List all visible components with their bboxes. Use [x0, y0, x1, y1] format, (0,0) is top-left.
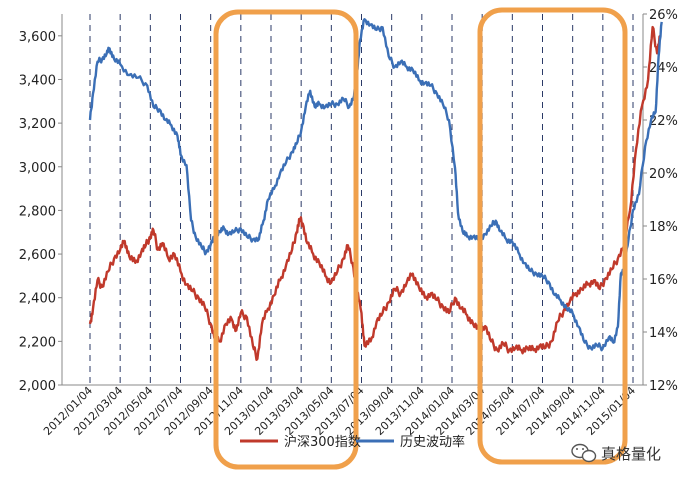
right-tick-label: 14% [649, 326, 678, 341]
left-tick-label: 3,600 [19, 30, 56, 45]
right-tick-label: 22% [649, 114, 678, 129]
legend-label-series2: 历史波动率 [400, 434, 465, 450]
watermark-text: 真格量化 [601, 445, 661, 463]
right-y-tick-labels: 12% 14% 16% 18% 20% 22% 24% 26% [643, 8, 678, 394]
right-tick-label: 24% [649, 61, 678, 76]
left-tick-label: 3,000 [19, 161, 56, 176]
legend: 沪深300指数 历史波动率 [240, 434, 465, 450]
left-tick-label: 2,000 [19, 379, 56, 394]
chart-axes [61, 14, 644, 386]
wechat-icon [571, 443, 597, 463]
left-tick-label: 3,200 [19, 117, 56, 132]
series-line-2 [88, 18, 663, 352]
left-tick-label: 2,200 [19, 335, 56, 350]
left-tick-label: 3,400 [19, 73, 56, 88]
watermark: 真格量化 [571, 443, 661, 463]
highlight-box-1 [213, 9, 359, 470]
left-tick-label: 2,800 [19, 204, 56, 219]
right-tick-label: 18% [649, 220, 678, 235]
highlight-box-2 [477, 7, 628, 465]
left-y-tick-labels: 2,000 2,200 2,400 2,600 2,800 3,000 3,200 3,400… [19, 30, 62, 394]
right-tick-label: 20% [649, 167, 678, 182]
highlight-boxes [213, 7, 628, 470]
legend-label-series1: 沪深300指数 [284, 434, 361, 450]
right-tick-label: 16% [649, 273, 678, 288]
series-layer [88, 18, 663, 361]
x-tick-labels: 2012/01/042012/03/042012/05/042012/07/04… [41, 384, 638, 438]
right-tick-label: 12% [649, 379, 678, 394]
left-tick-label: 2,400 [19, 292, 56, 307]
left-tick-label: 2,600 [19, 248, 56, 263]
vertical-gridlines [89, 14, 634, 385]
right-tick-label: 26% [649, 8, 678, 23]
series-line-1 [88, 25, 662, 361]
